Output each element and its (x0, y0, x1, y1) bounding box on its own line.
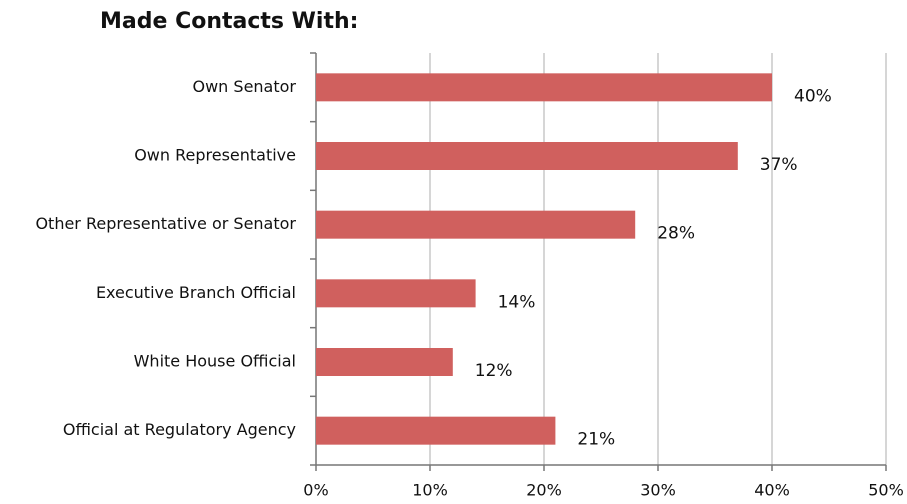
value-label: 14% (498, 292, 536, 312)
bar (316, 73, 772, 102)
x-tick-label: 30% (640, 481, 676, 500)
y-tick-label: Other Representative or Senator (35, 214, 296, 233)
y-tick-label: Official at Regulatory Agency (63, 420, 296, 439)
y-tick-label: White House Official (134, 352, 296, 371)
x-tick-label: 50% (868, 481, 904, 500)
value-label: 37% (760, 155, 798, 175)
bar (316, 210, 636, 239)
bar (316, 348, 453, 376)
value-label: 28% (657, 224, 695, 244)
y-tick-label: Executive Branch Official (96, 283, 296, 302)
x-tick-label: 20% (526, 481, 562, 500)
x-tick-label: 10% (412, 481, 448, 500)
bar (316, 142, 738, 170)
y-tick-label: Own Senator (193, 77, 297, 96)
bar (316, 416, 556, 445)
value-label: 21% (577, 430, 615, 450)
x-tick-label: 0% (303, 481, 328, 500)
value-label: 40% (794, 86, 832, 106)
chart-title: Made Contacts With: (100, 9, 358, 34)
bar (316, 279, 476, 308)
value-label: 12% (475, 361, 513, 381)
x-tick-label: 40% (754, 481, 790, 500)
y-tick-label: Own Representative (134, 146, 296, 165)
